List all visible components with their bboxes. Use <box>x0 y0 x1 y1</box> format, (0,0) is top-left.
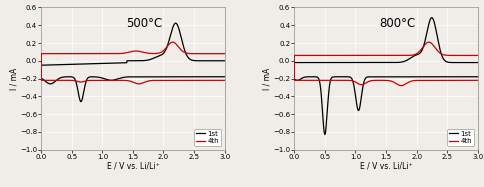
Y-axis label: I / mA: I / mA <box>262 68 271 90</box>
4th <box>374 54 379 57</box>
4th <box>192 53 198 55</box>
Line: 4th: 4th <box>294 42 477 86</box>
4th <box>317 79 323 82</box>
Text: 800°C: 800°C <box>378 17 414 30</box>
1st <box>428 17 434 19</box>
Y-axis label: I / mA: I / mA <box>10 68 18 90</box>
4th <box>474 54 480 56</box>
Line: 1st: 1st <box>41 23 224 102</box>
1st <box>300 76 305 79</box>
4th <box>300 79 305 82</box>
Line: 1st: 1st <box>294 18 477 134</box>
1st <box>221 76 227 78</box>
1st <box>444 61 450 63</box>
4th <box>463 54 469 56</box>
1st <box>221 60 227 62</box>
4th <box>64 79 70 82</box>
4th <box>169 41 175 43</box>
1st <box>121 62 127 64</box>
1st <box>192 60 198 62</box>
4th <box>474 79 480 82</box>
1st <box>320 124 326 127</box>
4th <box>210 53 216 55</box>
Text: 500°C: 500°C <box>125 17 162 30</box>
1st <box>78 100 84 103</box>
1st <box>474 76 480 78</box>
4th <box>444 54 450 56</box>
4th <box>221 79 227 82</box>
4th <box>397 85 403 87</box>
4th <box>121 52 127 54</box>
1st <box>64 76 70 78</box>
X-axis label: E / V vs. Li/Li⁺: E / V vs. Li/Li⁺ <box>359 161 411 170</box>
4th <box>221 53 227 55</box>
1st <box>172 22 178 24</box>
1st <box>47 83 53 85</box>
X-axis label: E / V vs. Li/Li⁺: E / V vs. Li/Li⁺ <box>106 161 159 170</box>
Legend: 1st, 4th: 1st, 4th <box>446 129 473 146</box>
1st <box>210 60 216 62</box>
1st <box>317 87 323 89</box>
1st <box>67 76 73 78</box>
4th <box>47 79 53 82</box>
1st <box>374 61 379 64</box>
4th <box>136 83 142 85</box>
Line: 4th: 4th <box>41 42 224 84</box>
Legend: 1st, 4th: 1st, 4th <box>194 129 221 146</box>
1st <box>474 61 480 64</box>
4th <box>67 79 73 82</box>
4th <box>425 41 431 43</box>
1st <box>463 61 469 64</box>
4th <box>320 79 326 82</box>
1st <box>321 133 327 136</box>
